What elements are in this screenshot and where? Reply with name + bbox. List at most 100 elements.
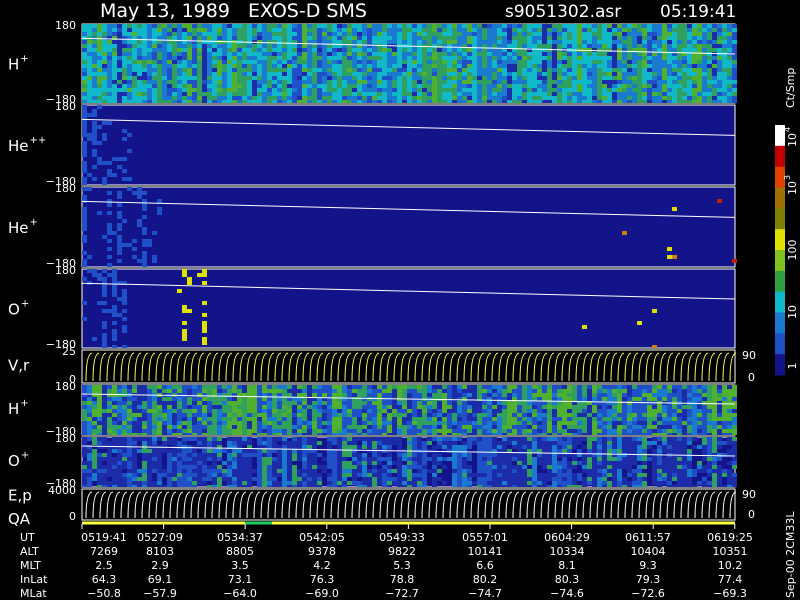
pixel: [247, 417, 252, 421]
pixel: [132, 100, 137, 103]
pixel: [427, 433, 432, 435]
pixel: [437, 84, 442, 88]
pixel: [552, 389, 557, 393]
pixel: [507, 24, 512, 28]
pixel: [97, 401, 102, 405]
pixel: [607, 24, 612, 28]
pixel: [187, 80, 192, 84]
pixel: [727, 401, 732, 405]
pixel: [297, 80, 302, 84]
pixel: [122, 100, 127, 103]
pixel: [632, 28, 637, 32]
pixel: [372, 64, 377, 68]
pixel: [97, 461, 102, 465]
pixel: [82, 223, 87, 227]
pixel: [142, 44, 147, 48]
pixel: [252, 80, 257, 84]
pixel: [402, 24, 407, 28]
pixel: [477, 409, 482, 413]
pixel: [147, 409, 152, 413]
pixel: [392, 385, 397, 389]
pixel: [267, 40, 272, 44]
pixel: [187, 72, 192, 76]
pixel: [327, 92, 332, 96]
pixel: [457, 56, 462, 60]
pixel: [132, 409, 137, 413]
pixel: [517, 24, 522, 28]
pixel: [717, 405, 722, 409]
pixel: [717, 84, 722, 88]
pixel: [402, 72, 407, 76]
pixel: [652, 56, 657, 60]
pixel: [397, 393, 402, 397]
pixel: [337, 421, 342, 425]
pixel: [222, 56, 227, 60]
pixel: [702, 425, 707, 429]
pixel: [177, 84, 182, 88]
pixel: [602, 385, 607, 389]
pixel: [632, 88, 637, 92]
pixel: [377, 64, 382, 68]
pixel: [132, 64, 137, 68]
pixel: [97, 393, 102, 397]
pixel: [692, 92, 697, 96]
pixel: [127, 401, 132, 405]
pixel: [642, 72, 647, 76]
pixel: [187, 417, 192, 421]
pixel: [507, 389, 512, 393]
pixel: [382, 24, 387, 28]
pixel: [102, 413, 107, 417]
pixel: [572, 40, 577, 44]
pixel: [427, 72, 432, 76]
pixel: [172, 28, 177, 32]
pixel: [182, 269, 187, 273]
pixel: [497, 433, 502, 435]
pixel: [142, 96, 147, 100]
pixel: [237, 397, 242, 401]
pixel: [337, 417, 342, 421]
pixel: [607, 44, 612, 48]
pixel: [722, 76, 727, 80]
pixel: [82, 72, 87, 76]
pixel: [302, 56, 307, 60]
pixel: [262, 88, 267, 92]
pixel: [387, 48, 392, 52]
pixel: [547, 40, 552, 44]
pixel: [647, 429, 652, 433]
pixel: [732, 40, 737, 44]
pixel: [167, 485, 172, 487]
pixel: [97, 469, 102, 473]
pixel: [252, 88, 257, 92]
pixel: [397, 409, 402, 413]
pixel: [262, 393, 267, 397]
pixel: [547, 409, 552, 413]
pixel: [102, 473, 107, 477]
pixel: [672, 417, 677, 421]
pixel: [222, 32, 227, 36]
pixel: [392, 80, 397, 84]
pixel: [112, 157, 117, 161]
pixel: [482, 385, 487, 389]
pixel: [637, 40, 642, 44]
pixel: [267, 84, 272, 88]
pixel: [667, 84, 672, 88]
pixel: [542, 76, 547, 80]
pixel: [482, 405, 487, 409]
pixel: [142, 385, 147, 389]
pixel: [642, 413, 647, 417]
pixel: [377, 401, 382, 405]
pixel: [222, 473, 227, 477]
pixel: [522, 68, 527, 72]
pixel: [532, 413, 537, 417]
pixel: [532, 88, 537, 92]
pixel: [397, 417, 402, 421]
pixel: [557, 393, 562, 397]
pixel: [277, 417, 282, 421]
pixel: [167, 40, 172, 44]
pixel: [452, 68, 457, 72]
pixel: [527, 425, 532, 429]
pixel: [657, 40, 662, 44]
pixel: [582, 405, 587, 409]
pixel: [192, 96, 197, 100]
pixel: [607, 72, 612, 76]
